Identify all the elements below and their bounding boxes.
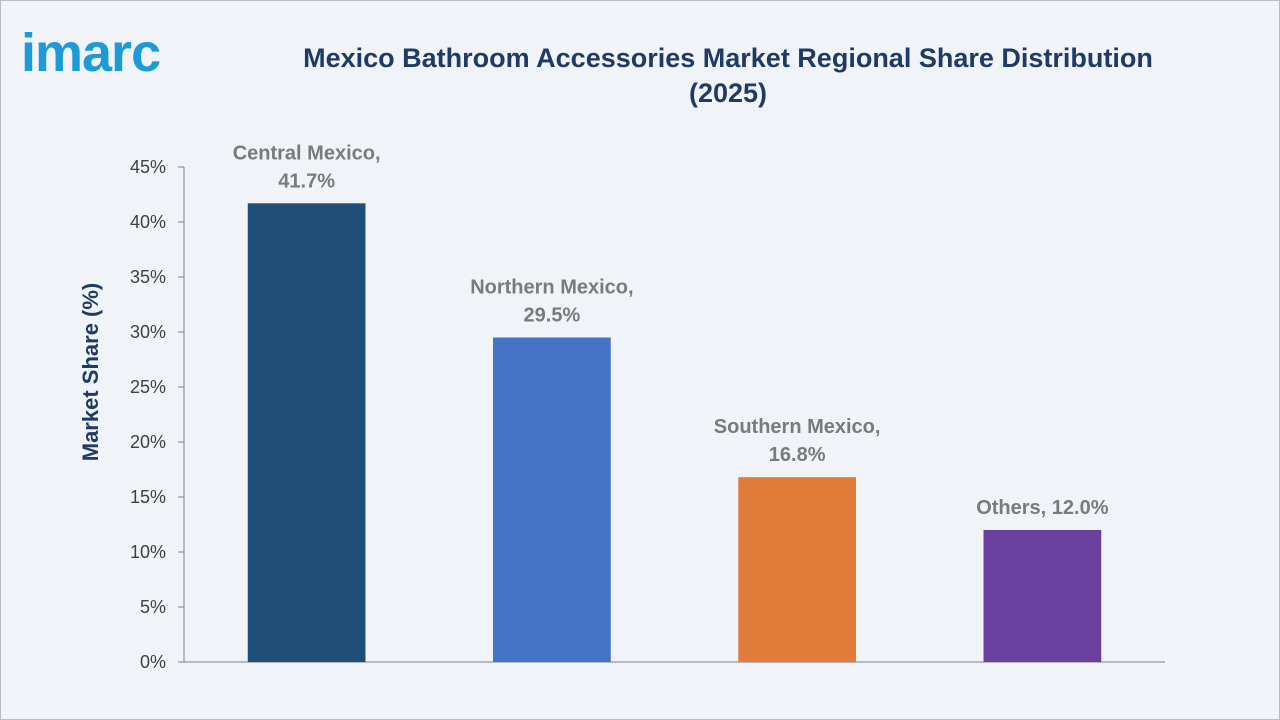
data-label: 41.7% — [278, 170, 335, 192]
data-labels: Central Mexico, 41.7% Northern Mexico, 29.5… — [233, 142, 1109, 519]
data-label: Southern Mexico, — [714, 416, 881, 438]
y-tick-label: 45% — [130, 157, 166, 177]
bars — [247, 203, 1102, 663]
y-tick-label: 35% — [130, 267, 166, 287]
bar-northern-mexico — [493, 337, 611, 662]
bar-southern-mexico — [738, 477, 856, 662]
y-tick-label: 15% — [130, 487, 166, 507]
bar-central-mexico — [247, 203, 366, 663]
imarc-logo: imarc — [21, 23, 161, 79]
chart-title: Mexico Bathroom Accessories Market Regio… — [303, 43, 1153, 108]
logo-text: imarc — [21, 23, 160, 79]
data-label: 16.8% — [769, 444, 826, 466]
y-tick-label: 0% — [140, 652, 166, 672]
data-label: Others, 12.0% — [976, 497, 1109, 519]
data-label: 29.5% — [524, 305, 581, 327]
y-axis-label: Market Share (%) — [78, 283, 103, 462]
data-label: Central Mexico, — [233, 142, 381, 164]
y-tick-label: 10% — [130, 542, 166, 562]
y-tick-label: 30% — [130, 322, 166, 342]
y-tick-label: 5% — [140, 597, 166, 617]
data-label: Northern Mexico, — [470, 277, 633, 299]
y-tick-label: 25% — [130, 377, 166, 397]
bar-others — [983, 530, 1102, 662]
y-tick-label: 20% — [130, 432, 166, 452]
y-tick-label: 40% — [130, 212, 166, 232]
